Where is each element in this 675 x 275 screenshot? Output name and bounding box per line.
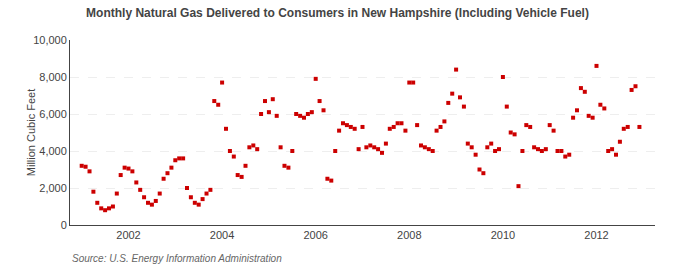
svg-text:2012: 2012 — [584, 229, 608, 241]
svg-text:Million Cubic Feet: Million Cubic Feet — [25, 89, 37, 176]
svg-text:8,000: 8,000 — [39, 71, 67, 83]
svg-text:2002: 2002 — [116, 229, 140, 241]
svg-text:Source: U.S. Energy Informatio: Source: U.S. Energy Information Administ… — [72, 253, 282, 264]
svg-text:Monthly Natural Gas Delivered: Monthly Natural Gas Delivered to Consume… — [86, 6, 589, 20]
svg-text:2008: 2008 — [397, 229, 421, 241]
svg-text:2004: 2004 — [210, 229, 234, 241]
svg-text:2,000: 2,000 — [39, 182, 67, 194]
svg-text:10,000: 10,000 — [33, 34, 67, 46]
svg-text:4,000: 4,000 — [39, 145, 67, 157]
svg-text:0: 0 — [61, 219, 67, 231]
svg-text:6,000: 6,000 — [39, 108, 67, 120]
svg-text:2010: 2010 — [491, 229, 515, 241]
svg-text:2006: 2006 — [303, 229, 327, 241]
